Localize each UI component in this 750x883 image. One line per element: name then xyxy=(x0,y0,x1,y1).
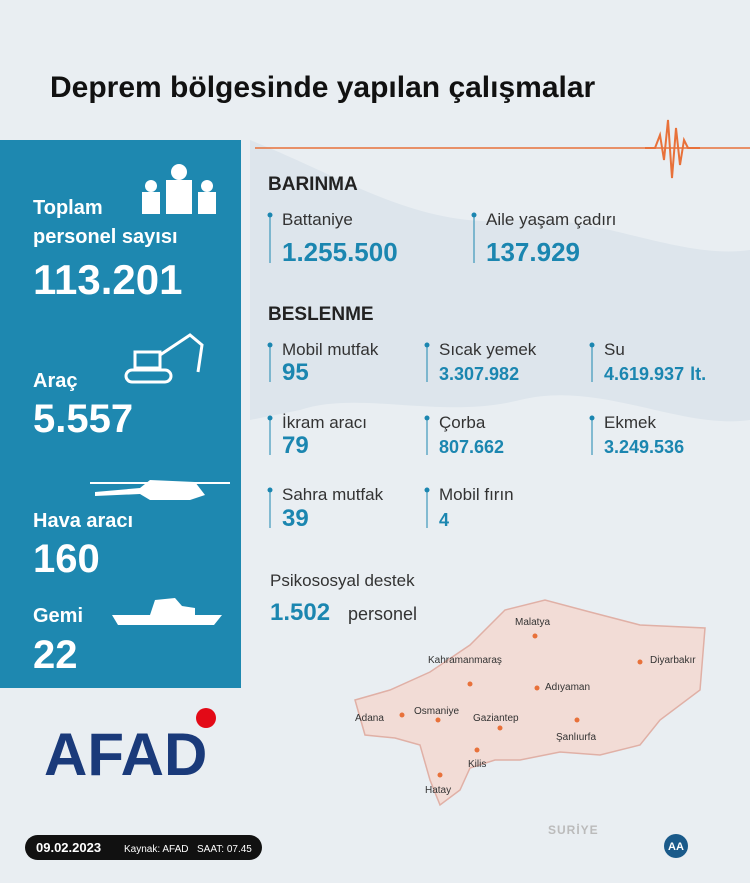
section-title: BARINMA xyxy=(268,174,358,195)
seismograph-icon xyxy=(645,119,700,179)
item-dot xyxy=(424,415,430,421)
item-label: Sahra mutfak xyxy=(282,485,384,504)
city-label: Adana xyxy=(355,713,384,724)
city-dot xyxy=(467,681,473,687)
item-dot xyxy=(424,487,430,493)
item-value: 79 xyxy=(282,432,309,459)
city-label: Adıyaman xyxy=(545,682,590,693)
city-dot xyxy=(574,717,580,723)
resource-label: Toplam xyxy=(33,197,103,219)
item-label: Ekmek xyxy=(604,413,656,432)
resource-label: Hava aracı xyxy=(33,510,133,532)
city-dot xyxy=(497,725,503,731)
city-dot xyxy=(435,717,441,723)
helicopter-icon xyxy=(90,480,230,500)
resource-value: 22 xyxy=(33,633,78,677)
item-dot xyxy=(267,212,273,218)
item-label: Çorba xyxy=(439,413,486,432)
item-value: 1.502 xyxy=(270,599,330,626)
footer-time: SAAT: 07.45 xyxy=(197,844,252,855)
city-labels: Malatya Kahramanmaraş Diyarbakır Adıyaman Ad… xyxy=(355,617,696,796)
footer-source: Kaynak: AFAD xyxy=(124,844,188,855)
item-dot xyxy=(471,212,477,218)
aa-logo: AA xyxy=(668,841,684,853)
city-label: Hatay xyxy=(425,785,451,796)
city-dot xyxy=(399,712,405,718)
item-unit: personel xyxy=(348,604,417,624)
item-dot xyxy=(424,342,430,348)
item-label: Mobil fırın xyxy=(439,485,514,504)
ship-icon xyxy=(112,598,222,625)
city-label: Osmaniye xyxy=(414,706,459,717)
item-value: 4.619.937 lt. xyxy=(604,364,706,384)
resource-label: Araç xyxy=(33,370,77,392)
item-dot xyxy=(267,415,273,421)
item-value: 39 xyxy=(282,505,309,532)
item-label: Battaniye xyxy=(282,210,353,229)
resource-label: personel sayısı xyxy=(33,226,178,248)
item-dot xyxy=(267,342,273,348)
city-label: Malatya xyxy=(515,617,550,628)
city-dot xyxy=(474,747,480,753)
item-value: 1.255.500 xyxy=(282,237,398,267)
resource-value: 113.201 xyxy=(33,256,183,303)
personnel-icon xyxy=(142,164,216,214)
city-dot xyxy=(637,659,643,665)
footer-date: 09.02.2023 xyxy=(36,840,101,855)
earthquake-region xyxy=(354,599,706,807)
afad-logo: AFAD xyxy=(44,721,207,788)
barinma-items: Battaniye 1.255.500 Aile yaşam çadırı 137.9… xyxy=(267,210,616,267)
resource-panel xyxy=(0,140,241,688)
city-label: Kahramanmaraş xyxy=(428,655,502,666)
item-label: Psikososyal destek xyxy=(270,571,415,590)
sea xyxy=(250,140,750,422)
item-label: Mobil mutfak xyxy=(282,340,379,359)
item-value: 137.929 xyxy=(486,237,580,267)
item-dot xyxy=(589,415,595,421)
city-label: Diyarbakır xyxy=(650,655,696,666)
city-dot xyxy=(534,685,540,691)
excavator-icon xyxy=(124,333,204,384)
item-value: 3.307.982 xyxy=(439,364,519,384)
city-label: Şanlıurfa xyxy=(556,732,596,743)
flag-icon xyxy=(196,708,216,728)
item-label: Sıcak yemek xyxy=(439,340,537,359)
footer-bar xyxy=(25,835,262,860)
city-dot xyxy=(532,633,538,639)
item-dot xyxy=(589,342,595,348)
item-value: 807.662 xyxy=(439,437,504,457)
country-label: SURİYE xyxy=(548,822,599,837)
item-unit: lt. xyxy=(690,364,706,384)
aa-logo-bg xyxy=(664,834,688,858)
item-dot xyxy=(267,487,273,493)
city-dot xyxy=(437,772,443,778)
item-value: 3.249.536 xyxy=(604,437,684,457)
item-value: 95 xyxy=(282,359,309,386)
title: Deprem bölgesinde yapılan çalışmalar xyxy=(50,71,596,104)
resource-label: Gemi xyxy=(33,605,83,627)
city-label: Kilis xyxy=(468,759,486,770)
item-label: Aile yaşam çadırı xyxy=(486,210,616,229)
section-title: BESLENME xyxy=(268,304,374,325)
item-value: 4 xyxy=(439,510,449,530)
item-label: İkram aracı xyxy=(282,413,367,432)
city-label: Gaziantep xyxy=(473,713,519,724)
item-label: Su xyxy=(604,340,625,359)
resource-value: 5.557 xyxy=(33,397,133,441)
resource-value: 160 xyxy=(33,537,100,581)
